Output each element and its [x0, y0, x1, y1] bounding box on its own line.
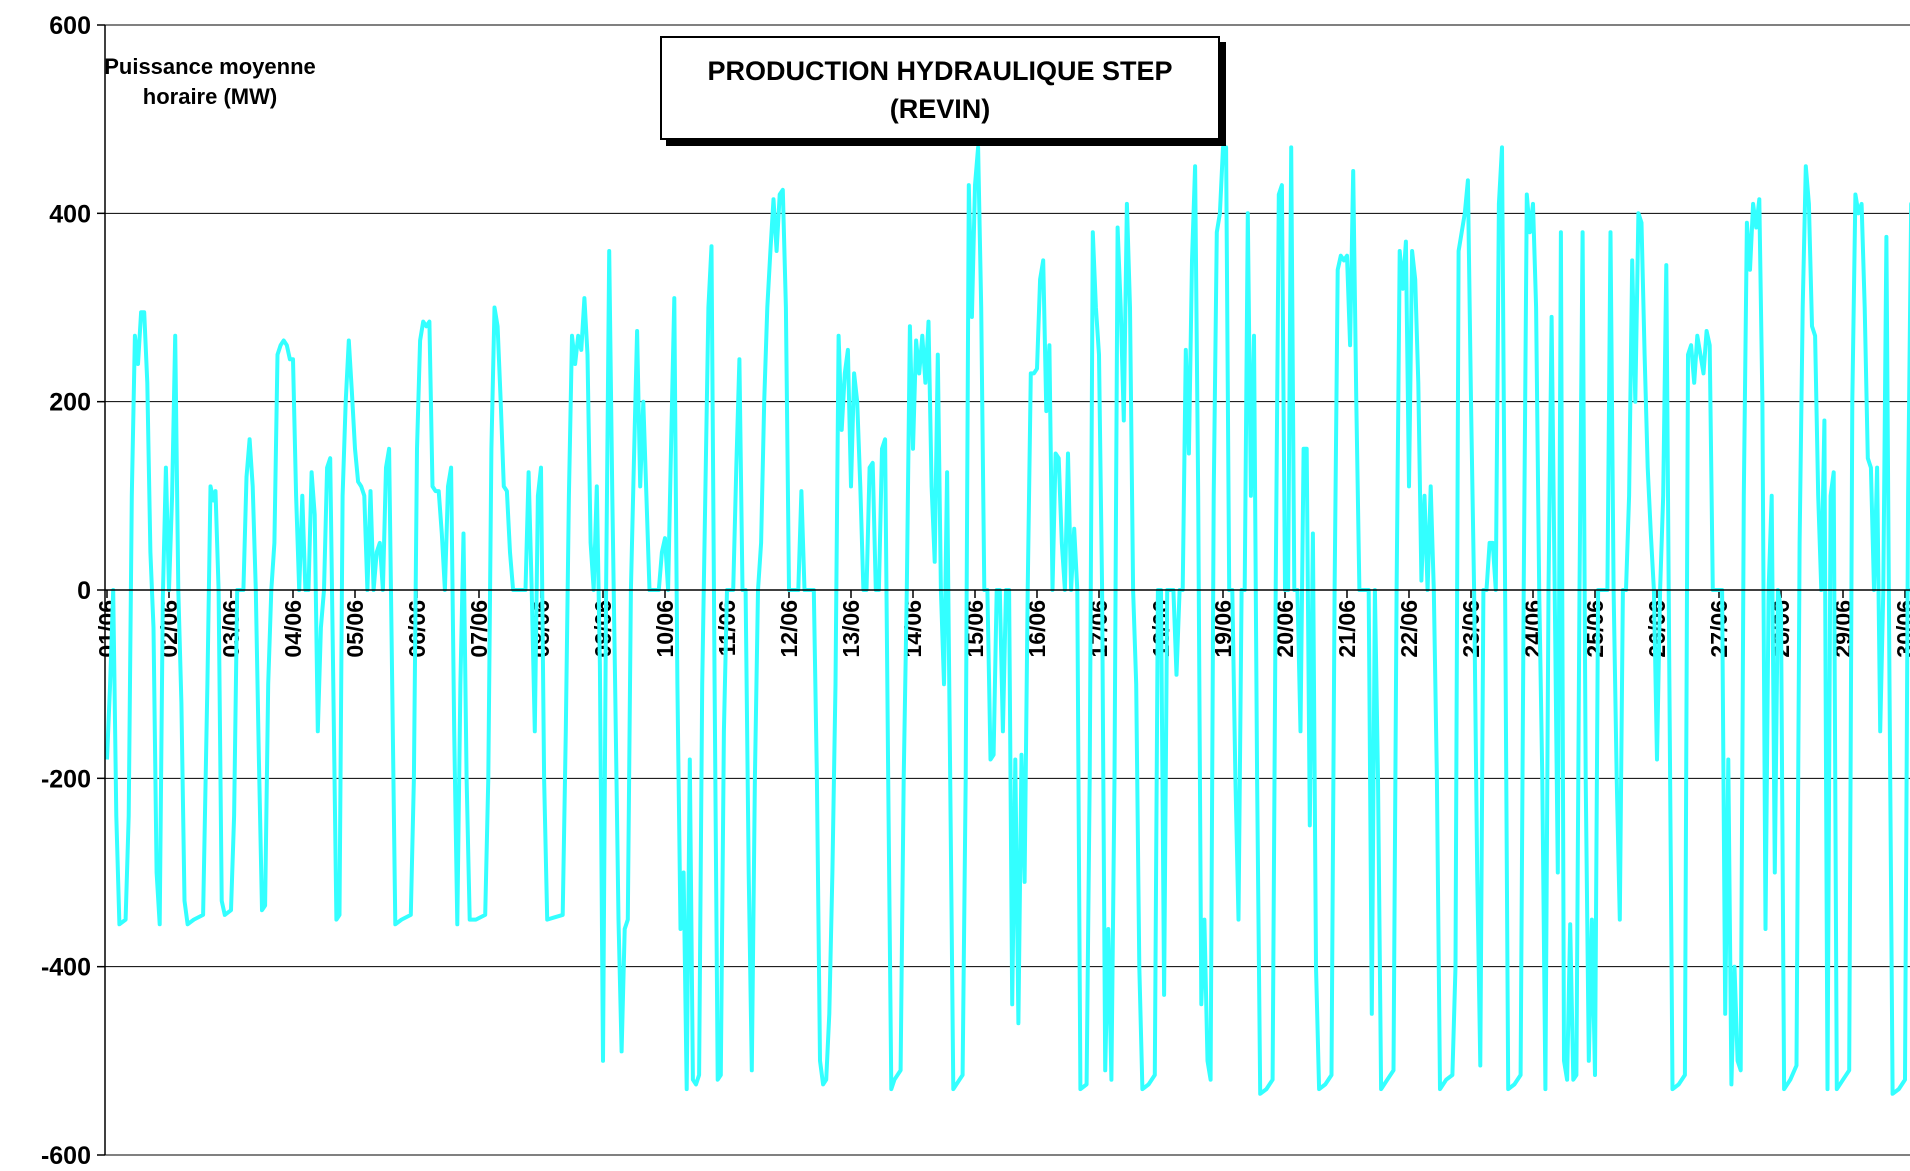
- chart-title-line1: PRODUCTION HYDRAULIQUE STEP: [707, 56, 1173, 86]
- y-tick-label: 400: [49, 200, 91, 228]
- series-line: [105, 145, 1910, 1096]
- y-tick-label: 600: [49, 12, 91, 40]
- x-tick-label: 05/06: [342, 600, 368, 658]
- y-tick-label: -600: [41, 1142, 91, 1170]
- y-tick-label: -200: [41, 765, 91, 793]
- y-axis-ticks: -600 -400 -200 0 200 400 600: [41, 12, 105, 1170]
- grid-lines: [105, 24, 1910, 1156]
- x-tick-label: 13/06: [838, 600, 864, 658]
- x-tick-label: 01/06: [94, 600, 120, 658]
- y-axis-title-line2: horaire (MW): [142, 84, 278, 109]
- series-layer: [105, 145, 1910, 1096]
- x-tick-label: 26/06: [1644, 600, 1670, 658]
- x-tick-label: 27/06: [1706, 600, 1732, 658]
- y-tick-label: 200: [49, 389, 91, 417]
- chart-title-line2: (REVIN): [889, 94, 991, 124]
- y-axis-title: Puissance moyenne horaire (MW): [80, 52, 340, 112]
- x-tick-label: 21/06: [1334, 600, 1360, 658]
- chart-title: PRODUCTION HYDRAULIQUE STEP (REVIN): [660, 36, 1220, 140]
- x-tick-label: 23/06: [1458, 600, 1484, 658]
- y-tick-label: -400: [41, 954, 91, 982]
- y-axis-title-line1: Puissance moyenne: [104, 54, 316, 79]
- x-tick-label: 12/06: [776, 600, 802, 658]
- x-tick-label: 22/06: [1396, 600, 1422, 658]
- x-tick-label: 03/06: [218, 600, 244, 658]
- x-tick-label: 10/06: [652, 600, 678, 658]
- x-tick-label: 04/06: [280, 600, 306, 658]
- y-tick-label: 0: [77, 577, 91, 605]
- x-tick-label: 09/06: [590, 600, 616, 658]
